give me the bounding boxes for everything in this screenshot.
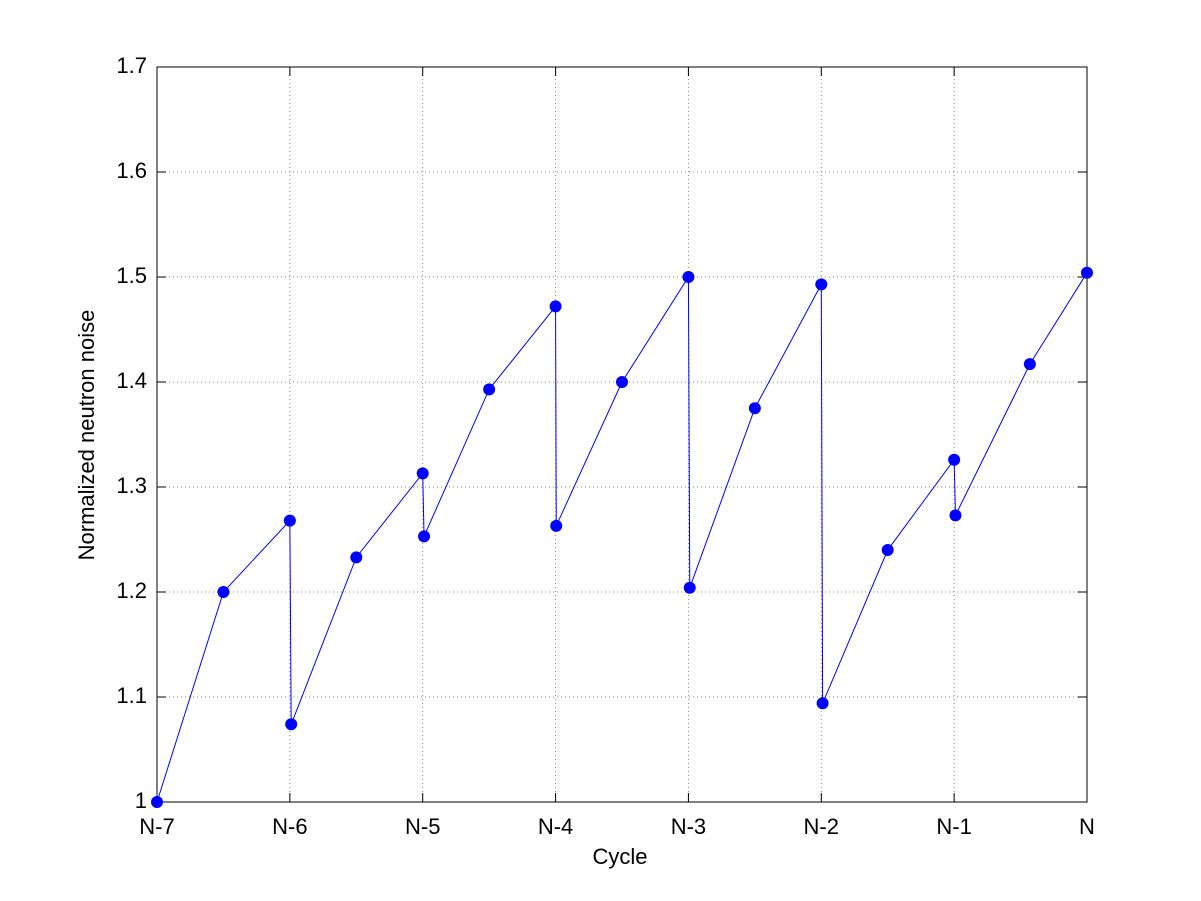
- marker: [217, 586, 230, 598]
- y-tick-label: 1.4: [116, 368, 147, 393]
- marker: [151, 796, 163, 808]
- axes-box: [156, 66, 1088, 803]
- x-tick-label: N-2: [804, 814, 839, 839]
- marker: [815, 278, 828, 291]
- marker: [416, 467, 429, 480]
- x-tick-label: N-1: [936, 814, 971, 839]
- marker: [682, 271, 695, 283]
- marker: [1023, 358, 1036, 371]
- marker: [350, 551, 363, 564]
- x-tick-label: N-7: [139, 814, 174, 839]
- x-tick-label: N: [1079, 814, 1095, 839]
- marker: [550, 519, 563, 532]
- y-tick-label: 1.2: [116, 578, 147, 603]
- marker: [683, 581, 696, 594]
- marker: [549, 300, 562, 313]
- x-tick-label: N-3: [671, 814, 706, 839]
- marker: [285, 718, 298, 731]
- marker: [483, 383, 496, 396]
- y-tick-label: 1.7: [116, 53, 147, 78]
- marker: [616, 376, 628, 388]
- x-tick-label: N-4: [538, 814, 573, 839]
- y-tick-label: 1.6: [116, 158, 147, 183]
- y-tick-label: 1.5: [116, 263, 147, 288]
- marker: [816, 697, 829, 710]
- marker: [418, 530, 431, 543]
- marker: [1081, 266, 1093, 279]
- y-tick-label: 1.1: [116, 683, 147, 708]
- marker: [949, 509, 962, 522]
- x-tick-label: N-6: [272, 814, 307, 839]
- marker: [283, 514, 296, 527]
- marker: [748, 402, 761, 415]
- y-tick-label: 1: [135, 788, 147, 813]
- y-tick-label: 1.3: [116, 473, 147, 498]
- x-axis-label: Cycle: [592, 844, 647, 869]
- marker: [948, 453, 961, 466]
- x-tick-label: N-5: [405, 814, 440, 839]
- marker: [881, 544, 894, 556]
- y-axis-label: Normalized neutron noise: [74, 310, 99, 561]
